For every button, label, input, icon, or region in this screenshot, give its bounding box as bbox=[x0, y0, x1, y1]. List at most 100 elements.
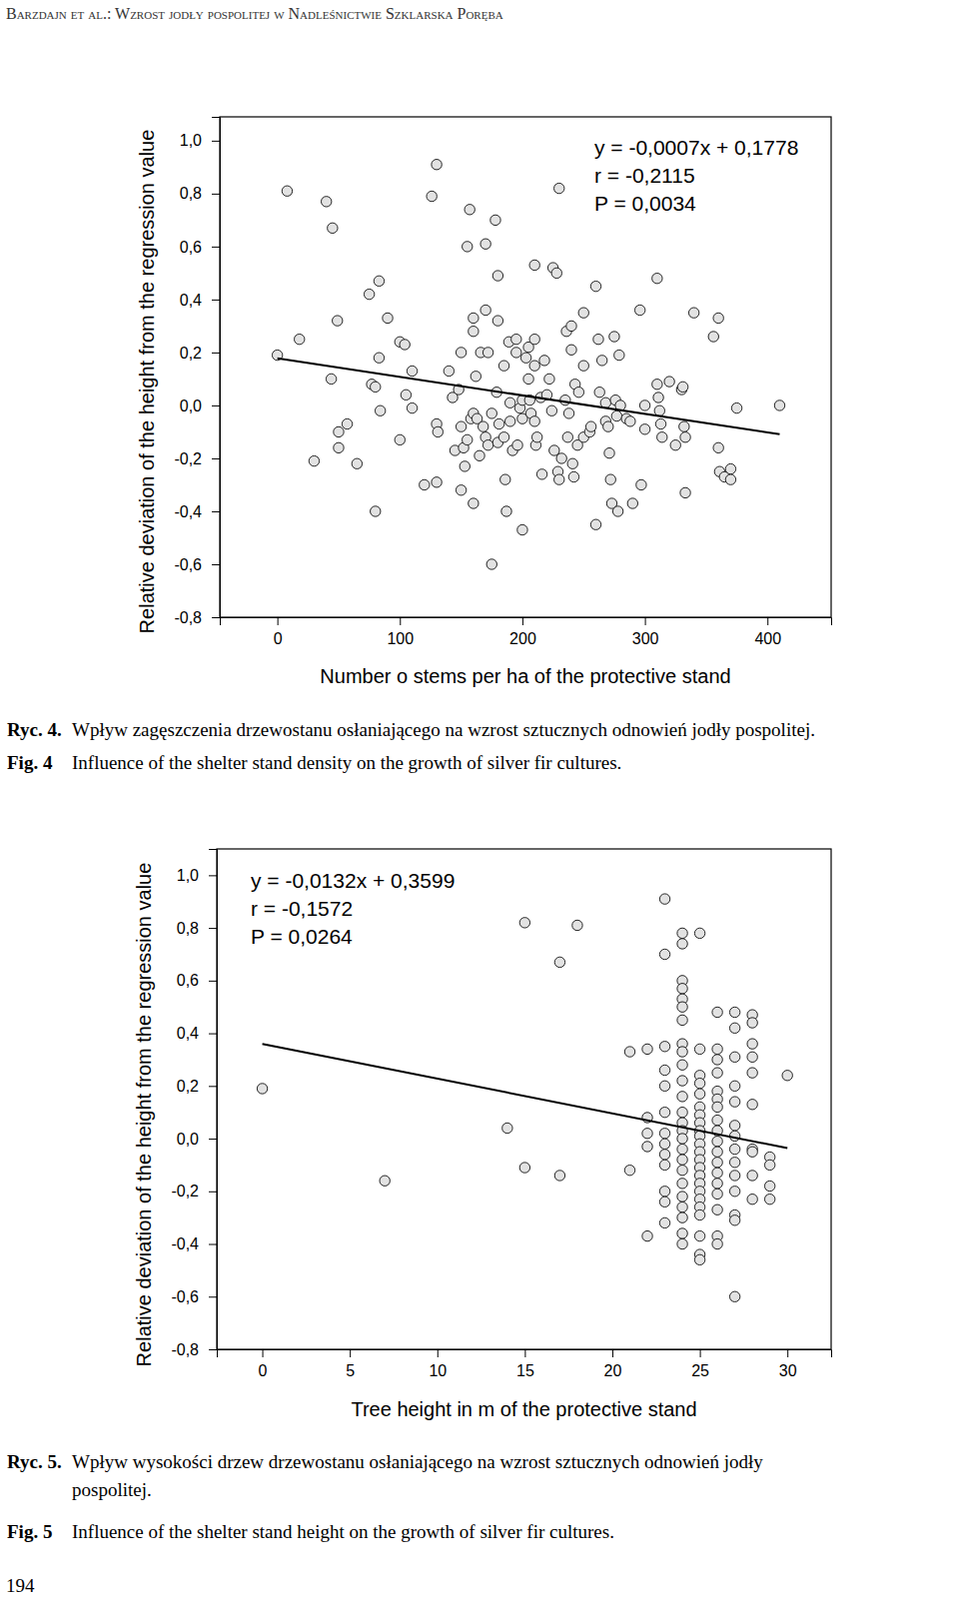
annotation: P = 0,0264 bbox=[250, 925, 353, 949]
point bbox=[556, 453, 567, 464]
point bbox=[713, 442, 724, 453]
point bbox=[370, 506, 381, 517]
point bbox=[482, 347, 493, 358]
y-tick-mark bbox=[211, 193, 220, 195]
y-axis-title: Relative deviation of the height from th… bbox=[135, 129, 158, 635]
point bbox=[594, 386, 605, 397]
x-tick-label: 10 bbox=[428, 1362, 447, 1380]
x-tick: 200 bbox=[509, 617, 537, 648]
point bbox=[712, 1157, 723, 1168]
point bbox=[659, 1149, 670, 1160]
y-tick-label: 0,2 bbox=[176, 1077, 199, 1095]
point bbox=[341, 418, 352, 429]
point bbox=[612, 506, 623, 517]
point bbox=[578, 360, 589, 371]
point bbox=[729, 1157, 740, 1168]
x-tick-label: 100 bbox=[386, 630, 414, 648]
point bbox=[498, 432, 509, 443]
point bbox=[529, 416, 540, 427]
plot-frame bbox=[219, 116, 832, 618]
point bbox=[294, 333, 305, 344]
point bbox=[544, 373, 555, 384]
y-tick-label: 0,2 bbox=[179, 344, 202, 362]
point bbox=[520, 352, 531, 363]
point bbox=[694, 928, 705, 939]
y-tick: -0,4 bbox=[170, 1235, 217, 1253]
point bbox=[642, 1230, 653, 1241]
x-tick: 0 bbox=[258, 1349, 268, 1380]
point bbox=[504, 397, 515, 408]
point bbox=[566, 320, 577, 331]
point bbox=[659, 1064, 670, 1075]
point bbox=[431, 477, 442, 488]
caption-label: Ryc. 5. bbox=[6, 1451, 62, 1473]
point bbox=[747, 1194, 758, 1205]
point bbox=[677, 1212, 688, 1223]
point bbox=[680, 487, 691, 498]
point bbox=[399, 339, 410, 350]
point bbox=[624, 1046, 635, 1057]
y-tick-mark bbox=[208, 1349, 217, 1351]
point bbox=[504, 416, 515, 427]
x-tick-mark bbox=[277, 617, 279, 626]
point bbox=[729, 1291, 740, 1302]
x-tick-mark bbox=[399, 617, 401, 626]
point bbox=[308, 455, 319, 466]
y-tick-label: 0,0 bbox=[179, 397, 202, 415]
y-tick: 0,8 bbox=[179, 184, 220, 202]
x-axis-title: Number o stems per ha of the protective … bbox=[319, 665, 731, 688]
caption-text: Influence of the shelter stand density o… bbox=[71, 752, 622, 774]
point bbox=[596, 355, 607, 366]
y-tick-label: 0,6 bbox=[176, 971, 199, 989]
y-axis-line bbox=[211, 117, 221, 619]
point bbox=[529, 360, 540, 371]
point bbox=[712, 1188, 723, 1199]
point bbox=[492, 315, 503, 326]
point bbox=[680, 432, 691, 443]
point bbox=[694, 1043, 705, 1054]
caption: Fig. 4Influence of the shelter stand den… bbox=[6, 752, 622, 774]
y-tick-mark bbox=[211, 352, 220, 354]
page-number: 194 bbox=[5, 1575, 35, 1597]
caption-text: Wpływ wysokości drzew drzewostanu osłani… bbox=[71, 1451, 764, 1473]
y-axis: -0,8-0,6-0,4-0,20,00,20,40,60,81,0 bbox=[173, 117, 220, 627]
point bbox=[363, 288, 374, 299]
point bbox=[764, 1180, 775, 1191]
x-tick-mark bbox=[349, 1349, 351, 1358]
annotation: P = 0,0034 bbox=[594, 191, 697, 215]
point bbox=[455, 347, 466, 358]
point bbox=[492, 270, 503, 281]
point bbox=[573, 386, 584, 397]
point bbox=[659, 1159, 670, 1170]
point bbox=[486, 559, 497, 570]
x-tick-mark bbox=[700, 1349, 702, 1358]
y-tick: 0,6 bbox=[179, 238, 220, 256]
point bbox=[511, 347, 522, 358]
point bbox=[554, 474, 565, 485]
point bbox=[590, 280, 601, 291]
x-tick-mark bbox=[612, 1349, 614, 1358]
x-tick: 25 bbox=[691, 1349, 710, 1380]
x-tick-label: 30 bbox=[779, 1362, 798, 1380]
point bbox=[712, 1238, 723, 1249]
point bbox=[659, 1186, 670, 1197]
point bbox=[455, 421, 466, 432]
x-tick-mark bbox=[787, 1349, 789, 1358]
point bbox=[729, 1080, 740, 1091]
y-axis-title: Relative deviation of the height from th… bbox=[132, 863, 155, 1368]
x-axis-title: Tree height in m of the protective stand bbox=[350, 1398, 697, 1421]
y-tick: 0,4 bbox=[179, 291, 220, 309]
point bbox=[782, 1070, 793, 1081]
y-tick-mark bbox=[211, 511, 220, 513]
point bbox=[642, 1128, 653, 1139]
x-tick: 5 bbox=[345, 1349, 355, 1380]
y-tick-mark bbox=[208, 1138, 217, 1140]
y-tick-label: -0,2 bbox=[173, 450, 202, 468]
point bbox=[443, 365, 454, 376]
y-tick-label: 0,8 bbox=[176, 920, 199, 938]
annotation: r = -0,1572 bbox=[250, 897, 353, 921]
y-tick: -0,6 bbox=[173, 556, 220, 574]
caption: Ryc. 4.Wpływ zagęszczenia drzewostanu os… bbox=[6, 719, 816, 741]
x-tick-mark bbox=[645, 617, 647, 626]
y-tick-mark bbox=[208, 1296, 217, 1298]
